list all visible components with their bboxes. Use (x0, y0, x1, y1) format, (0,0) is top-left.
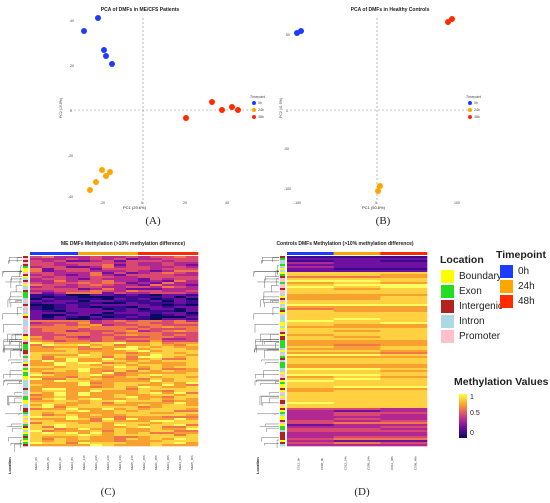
panel-b-xlabel: PC1 (50.8%) (362, 205, 385, 210)
panel-c: ME DMFs Methylation (>10% methylation di… (0, 236, 215, 500)
b-xtick-2: 100 (454, 201, 460, 205)
panel-d: Controls DMFs Methylation (>10% methylat… (235, 236, 435, 500)
panel-b-pca-plot: 50 0 -50 -100 -100 0 100 Timepoint 0h 24… (279, 16, 481, 205)
legend-timepoint-0h: 0h (500, 265, 529, 278)
panel-a-xlabel: PC1 (29.6%) (123, 205, 146, 210)
legend-location-intron: Intron (441, 315, 485, 328)
svg-text:ME02_24h: ME02_24h (82, 455, 86, 470)
svg-text:C008_24h: C008_24h (367, 456, 371, 470)
legend-timepoint-48h: 48h (500, 295, 535, 308)
svg-text:ME05_0h: ME05_0h (46, 457, 50, 470)
colorbar-tick-05: 0.5 (470, 410, 480, 417)
legend-location-title: Location (440, 254, 484, 266)
svg-text:ME03_48h: ME03_48h (166, 455, 170, 470)
legend-location-exon: Exon (441, 285, 482, 298)
b-legend-1: 24h (474, 108, 480, 112)
caption-d: (D) (354, 486, 370, 498)
legend-location-boundary: Boundary (441, 270, 502, 283)
a-ytick-1: 20 (70, 64, 74, 68)
a-ylabel: PC2 (19.8%) (59, 98, 63, 118)
svg-text:ME03_24h: ME03_24h (106, 455, 110, 470)
a-legend-title: Timepoint (250, 95, 265, 99)
panel-b-title: PCA of DMFs in Healthy Controls (350, 7, 430, 13)
svg-text:ME01_48h: ME01_48h (154, 455, 158, 470)
b-legend-2: 48h (474, 115, 480, 119)
panel-b: PCA of DMFs in Healthy Controls 50 0 -50… (278, 0, 550, 227)
panel-c-heatmap: ME01_0h ME05_0h ME03_0h ME04_0h ME02_24h ME01… (2, 252, 199, 470)
b-legend-title: Timepoint (466, 95, 481, 99)
svg-text:ME03_0h: ME03_0h (58, 457, 62, 470)
panel-c-location-label: Location (7, 457, 12, 474)
panel-d-location-label: Location (255, 457, 260, 474)
b-legend-0: 0h (474, 101, 478, 105)
a-ytick-0: 40 (70, 19, 74, 23)
a-legend-1: 24h (258, 108, 264, 112)
legend-timepoint-title: Timepoint (496, 249, 546, 261)
panel-a: PCA of DMFs in ME/CFS Patients 40 20 0 -… (0, 0, 270, 227)
svg-text:ME01_0h: ME01_0h (34, 457, 38, 470)
a-ytick-3: -20 (68, 154, 73, 158)
a-xtick-0: -20 (100, 201, 105, 205)
legend-location-promoter: Promoter (441, 330, 500, 343)
svg-text:C008_0h: C008_0h (320, 457, 324, 470)
a-xtick-2: 20 (183, 201, 187, 205)
a-xtick-1: 0 (141, 201, 143, 205)
svg-text:ME04_48h: ME04_48h (178, 455, 182, 470)
svg-text:ME04_0h: ME04_0h (70, 457, 74, 470)
a-xtick-3: 40 (225, 201, 229, 205)
caption-c: (C) (100, 486, 116, 498)
a-ytick-4: -40 (68, 195, 73, 199)
panel-d-title: Controls DMFs Methylation (>10% methylat… (276, 241, 414, 247)
panel-a-pca-plot: 40 20 0 -20 -40 -20 0 20 40 Timepoint 0h… (59, 15, 265, 205)
panel-c-title: ME DMFs Methylation (>10% methylation di… (60, 241, 186, 247)
svg-text:ME02_48h: ME02_48h (142, 455, 146, 470)
b-xtick-0: -100 (294, 201, 301, 205)
svg-text:C012_48h: C012_48h (390, 456, 394, 470)
b-ytick-3: -100 (284, 187, 291, 191)
legend-methylation-title: Methylation Values (454, 376, 549, 388)
panel-d-heatmap: C012_0h C008_0h C012_24h C008_24h C012_48h C0… (253, 252, 428, 470)
caption-a: (A) (145, 215, 161, 227)
b-ytick-0: 50 (286, 33, 290, 37)
svg-text:C012_24h: C012_24h (343, 456, 347, 470)
colorbar-tick-1: 1 (470, 394, 474, 401)
svg-text:C008_48h: C008_48h (413, 456, 417, 470)
svg-text:ME01_24h: ME01_24h (94, 455, 98, 470)
svg-text:ME05_48h: ME05_48h (190, 455, 194, 470)
b-ytick-2: -50 (284, 147, 289, 151)
b-xtick-1: 0 (375, 201, 377, 205)
svg-text:ME04_24h: ME04_24h (118, 455, 122, 470)
caption-b: (B) (375, 215, 391, 227)
b-ylabel: PC2 (41.5%) (279, 98, 283, 118)
a-legend-0: 0h (258, 101, 262, 105)
methylation-colorbar (459, 394, 467, 438)
panel-a-title: PCA of DMFs in ME/CFS Patients (100, 7, 180, 13)
svg-text:C012_0h: C012_0h (297, 457, 301, 470)
legend-location-intergenic: Intergenic (441, 300, 503, 313)
b-ytick-1: 0 (286, 109, 288, 113)
a-ytick-2: 0 (70, 109, 72, 113)
colorbar-tick-0: 0 (470, 430, 474, 437)
legend-timepoint-24h: 24h (500, 280, 535, 293)
svg-text:ME05_24h: ME05_24h (130, 455, 134, 470)
a-legend-2: 48h (258, 115, 264, 119)
